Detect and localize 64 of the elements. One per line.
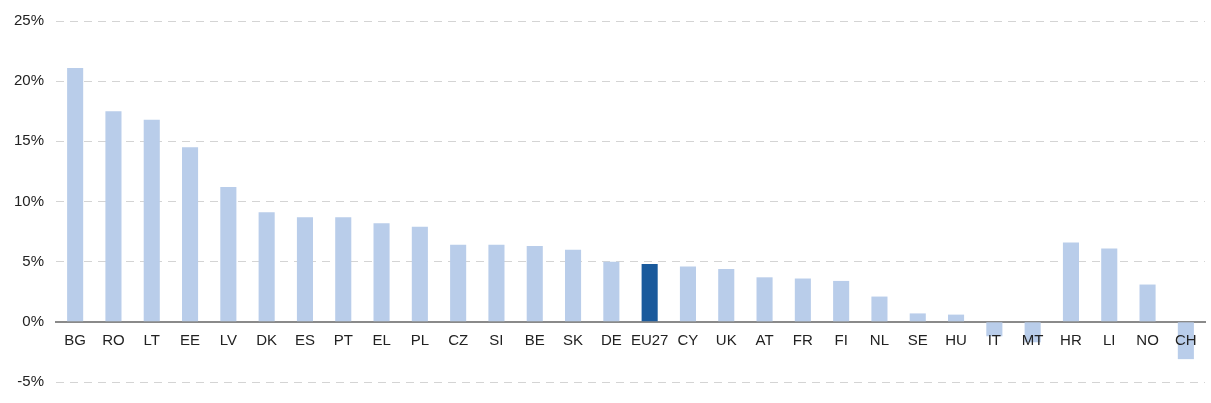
x-tick-label: FI (834, 331, 848, 349)
bar (718, 268, 735, 322)
y-tick-label: 15% (13, 131, 44, 149)
x-tick-label: EE (180, 331, 201, 349)
x-tick-label: RO (102, 331, 125, 349)
bar (296, 217, 313, 322)
x-tick-label: NL (869, 331, 890, 349)
x-tick-label: BE (524, 331, 545, 349)
x-tick-label: CZ (448, 331, 469, 349)
x-tick-label: CH (1175, 331, 1197, 349)
bar (450, 244, 467, 322)
bar (105, 111, 122, 322)
bar (373, 223, 390, 322)
y-tick-label: 20% (13, 71, 44, 89)
x-tick-label: LI (1102, 331, 1116, 349)
x-tick-label: MT (1021, 331, 1044, 349)
y-tick-label: 0% (22, 311, 44, 329)
y-tick-label: 5% (22, 251, 44, 269)
bar (1062, 242, 1079, 322)
bar (986, 322, 1003, 337)
x-tick-label: DE (600, 331, 622, 349)
bar (641, 264, 658, 322)
x-tick-label: FR (792, 331, 814, 349)
x-tick-label: IT (987, 331, 1002, 349)
x-tick-label: LT (143, 331, 160, 349)
bar (909, 313, 926, 322)
bar (833, 280, 850, 322)
bar (565, 249, 582, 322)
bar (1101, 248, 1118, 322)
bar (67, 67, 84, 322)
x-tick-label: DK (256, 331, 278, 349)
bar (335, 217, 352, 322)
x-tick-label: NO (1136, 331, 1159, 349)
x-tick-label: UK (715, 331, 737, 349)
x-tick-label: PL (410, 331, 430, 349)
bar (182, 147, 199, 322)
x-tick-label: PT (333, 331, 353, 349)
x-tick-label: SE (907, 331, 928, 349)
x-tick-label: AT (755, 331, 774, 349)
x-tick-label: SK (563, 331, 584, 349)
bar (258, 212, 275, 322)
x-tick-label: EL (372, 331, 391, 349)
y-tick-label: 25% (13, 11, 44, 29)
bar (679, 266, 696, 322)
bar (1139, 284, 1156, 322)
x-tick-label: HR (1060, 331, 1082, 349)
x-tick-label: HU (945, 331, 967, 349)
x-tick-label: ES (294, 331, 315, 349)
bar (603, 261, 620, 322)
bar (526, 246, 543, 322)
bar (871, 296, 888, 322)
x-tick-label: BG (64, 331, 86, 349)
bar (488, 244, 505, 322)
x-tick-label: LV (219, 331, 237, 349)
bar (143, 119, 160, 322)
bar (411, 226, 428, 322)
bar (756, 277, 773, 322)
y-tick-label: -5% (17, 372, 44, 390)
bar (794, 278, 811, 322)
y-tick-label: 10% (13, 191, 44, 209)
x-tick-label: CY (677, 331, 699, 349)
bar (220, 187, 237, 322)
x-tick-label: EU27 (630, 331, 669, 349)
x-tick-label: SI (489, 331, 504, 349)
